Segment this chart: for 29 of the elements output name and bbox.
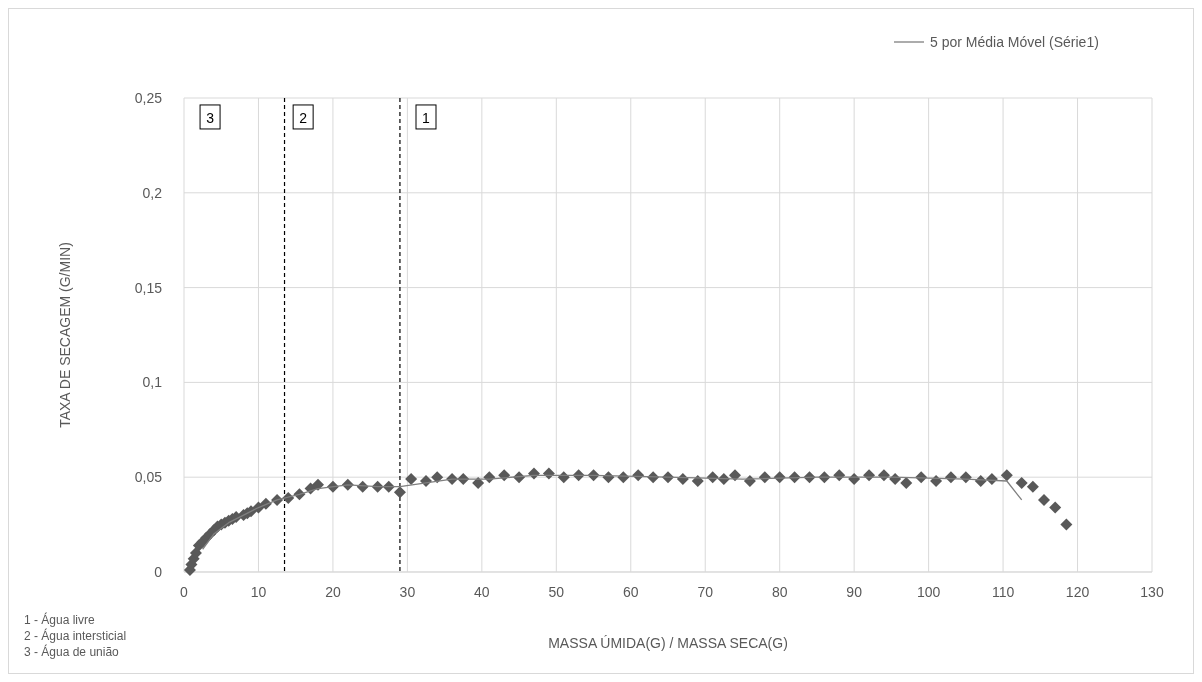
x-tick-label: 110 bbox=[991, 584, 1015, 600]
y-tick-label: 0,1 bbox=[142, 374, 163, 391]
x-tick-label: 130 bbox=[1140, 584, 1164, 600]
y-axis-title: TAXA DE SECAGEM (G/MIN) bbox=[57, 242, 73, 428]
x-tick-label: 60 bbox=[622, 584, 639, 600]
text: 2 - Água intersticial bbox=[24, 628, 127, 643]
annotation: 2 bbox=[299, 109, 308, 126]
x-tick-label: 0 bbox=[180, 584, 189, 600]
annotation: 3 bbox=[206, 109, 215, 126]
x-tick-label: 70 bbox=[697, 584, 714, 600]
x-tick-label: 90 bbox=[846, 584, 863, 600]
x-tick-label: 80 bbox=[771, 584, 788, 600]
y-tick-label: 0,15 bbox=[134, 279, 163, 296]
text: 3 - Água de união bbox=[24, 644, 120, 659]
annotation: 1 bbox=[422, 109, 431, 126]
y-tick-label: 0,05 bbox=[134, 469, 163, 486]
y-tick-label: 0 bbox=[154, 564, 163, 580]
y-tick-label: 0,25 bbox=[134, 90, 163, 106]
x-tick-label: 20 bbox=[325, 584, 341, 600]
x-tick-label: 30 bbox=[399, 584, 416, 600]
x-tick-label: 100 bbox=[916, 584, 941, 600]
text: 1 - Água livre bbox=[24, 612, 96, 627]
legend-label: 5 por Média Móvel (Série1) bbox=[930, 34, 1099, 50]
y-tick-label: 0,2 bbox=[142, 184, 163, 201]
x-tick-label: 40 bbox=[474, 584, 490, 600]
x-tick-label: 10 bbox=[250, 584, 267, 600]
x-axis-title: MASSA ÚMIDA(G) / MASSA SECA(G) bbox=[548, 635, 788, 651]
x-tick-label: 50 bbox=[548, 584, 565, 600]
x-tick-label: 120 bbox=[1065, 584, 1090, 600]
